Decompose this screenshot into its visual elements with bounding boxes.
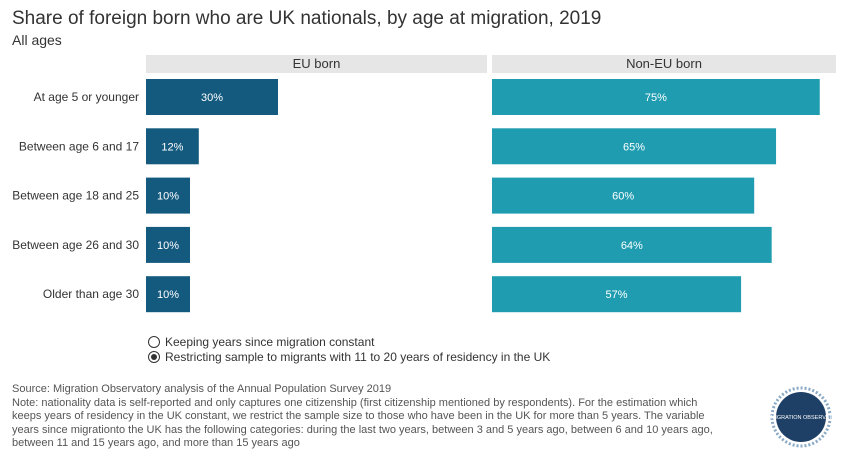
note-text: between 11 and 15 years ago, and more th… [12, 437, 300, 449]
legend-label: Restricting sample to migrants with 11 t… [165, 350, 551, 364]
category-label: Older than age 30 [43, 287, 139, 301]
chart-title: Share of foreign born who are UK nationa… [12, 8, 602, 29]
panel-header-non-eu: Non-EU born [492, 55, 836, 73]
bar [492, 177, 755, 214]
data-label: 12% [161, 141, 183, 153]
data-label: 57% [606, 289, 628, 301]
legend-option-constant[interactable]: Keeping years since migration constant [148, 335, 374, 349]
bar [492, 79, 820, 115]
legend-option-restricted[interactable]: Restricting sample to migrants with 11 t… [148, 350, 550, 364]
data-label: 10% [157, 240, 179, 252]
bar-chart: At age 5 or younger Between age 6 and 17 B… [12, 79, 820, 313]
source-text: Source: Migration Observatory analysis o… [12, 383, 392, 395]
svg-text:THE MIGRATION OBSERVATORY: THE MIGRATION OBSERVATORY [770, 415, 832, 421]
note-text: Note: nationality data is self-reported … [12, 396, 698, 409]
bar [492, 128, 777, 165]
data-label: 75% [645, 92, 667, 104]
data-label: 60% [612, 191, 634, 203]
bar [146, 276, 190, 313]
category-label: Between age 18 and 25 [12, 189, 139, 203]
migration-observatory-logo: THE MIGRATION OBSERVATORY [770, 386, 832, 448]
category-label: Between age 26 and 30 [12, 238, 139, 252]
note-text: keeps years of residency in the UK const… [12, 410, 705, 422]
bar [492, 276, 742, 313]
data-label: 65% [623, 141, 645, 153]
bar [146, 177, 190, 214]
category-label: At age 5 or younger [34, 90, 139, 104]
radio-button-icon[interactable] [148, 336, 160, 348]
note-text: years since migrationto the UK has the f… [12, 423, 713, 436]
bar [146, 226, 190, 263]
bar [146, 79, 278, 115]
data-label: 30% [201, 92, 223, 104]
bar [492, 226, 772, 263]
data-label: 10% [157, 191, 179, 203]
notes: Source: Migration Observatory analysis o… [12, 383, 752, 451]
data-label: 64% [621, 240, 643, 252]
category-label: Between age 6 and 17 [19, 139, 139, 153]
legend-label: Keeping years since migration constant [165, 335, 375, 349]
radio-button-icon[interactable] [148, 351, 160, 363]
bar [146, 128, 199, 165]
chart-subtitle: All ages [12, 32, 62, 48]
data-label: 10% [157, 289, 179, 301]
panel-header-eu: EU born [146, 55, 487, 73]
